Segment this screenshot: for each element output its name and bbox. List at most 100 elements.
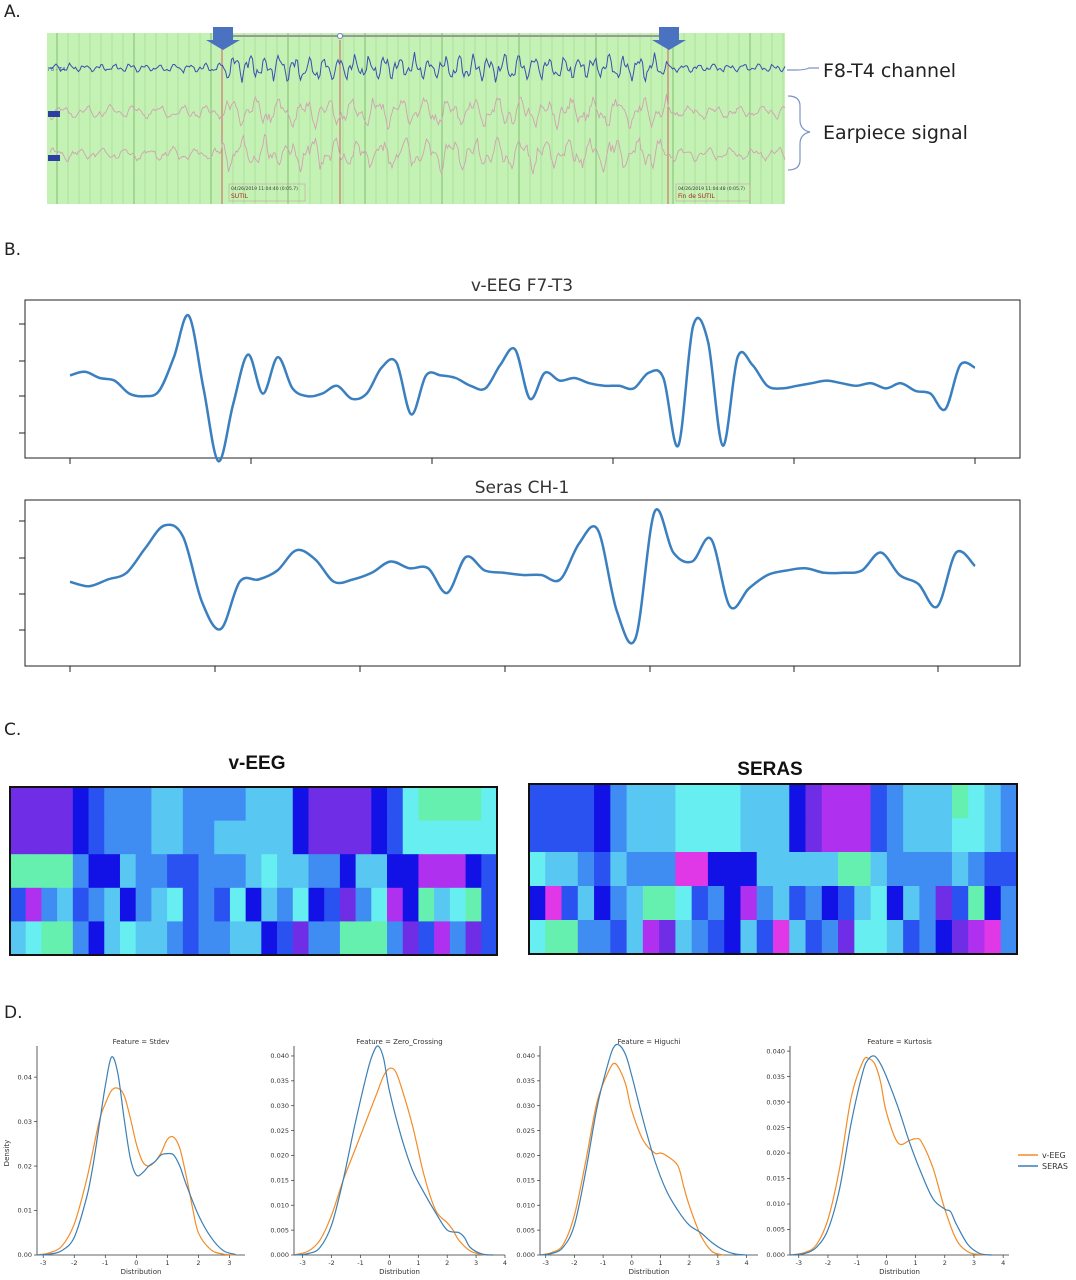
heatmap-cell xyxy=(642,818,660,853)
density-line-seras xyxy=(36,1056,236,1256)
heatmap-cell xyxy=(214,921,231,956)
heatmap-cell xyxy=(10,787,27,821)
heatmap-cell xyxy=(659,852,676,887)
y-tick-label: 0.025 xyxy=(766,1124,785,1132)
heatmap-cell xyxy=(789,920,806,955)
heatmap-cell xyxy=(968,818,985,853)
heatmap-cell xyxy=(805,852,823,887)
heatmap-cell xyxy=(119,820,137,855)
density-chart-zero-crossing: Feature = Zero_Crossing -3 -2 -1 0 1 2 3 4 0.000 0… xyxy=(270,1038,507,1276)
heatmap-cell xyxy=(594,920,611,955)
heatmap-cell xyxy=(261,820,278,855)
heatmap-cell xyxy=(261,887,278,922)
heatmap-cell xyxy=(886,818,904,853)
x-tick-label: 0 xyxy=(387,1259,391,1267)
heatmap-cell xyxy=(245,854,262,889)
heatmap-cell xyxy=(594,818,611,853)
heatmap-cell xyxy=(465,787,482,821)
y-tick-label: 0.005 xyxy=(766,1226,785,1234)
axis-ticks xyxy=(19,520,939,672)
heatmap-cell xyxy=(740,852,758,887)
y-tick-label: 0.02 xyxy=(18,1162,32,1170)
y-tick-label: 0.040 xyxy=(766,1047,785,1055)
heatmap-cell xyxy=(691,818,709,853)
marker-box-left xyxy=(228,183,306,202)
heatmap-cell xyxy=(951,852,969,887)
heatmap-cell xyxy=(402,820,419,855)
heatmap-cell xyxy=(870,784,888,819)
x-tick-label: 4 xyxy=(1001,1259,1005,1267)
heatmap-cell xyxy=(72,820,89,855)
heatmap-cell xyxy=(355,854,372,889)
y-tick-label: 0.015 xyxy=(516,1177,535,1185)
heatmap-cell xyxy=(561,784,579,819)
y-tick-label: 0.015 xyxy=(766,1175,785,1183)
heatmap-cell xyxy=(740,886,758,921)
heatmap-cell xyxy=(756,852,774,887)
heatmap-cell xyxy=(88,887,105,922)
y-tick-label: 0.03 xyxy=(18,1118,32,1126)
panel-label-b: B. xyxy=(4,240,22,260)
heatmap-cell xyxy=(691,920,709,955)
heatmap-cell xyxy=(903,818,920,853)
heatmap-cell xyxy=(968,852,985,887)
heatmap-cell xyxy=(57,854,74,889)
heatmap-cell xyxy=(151,820,168,855)
heatmap-cell xyxy=(903,920,920,955)
heatmap-cell xyxy=(434,921,451,956)
eeg-recording-panel: F8 - T4 04/26/2019 11:04:40 (0:05.7) SUT… xyxy=(47,27,968,204)
earpiece-brace xyxy=(787,95,811,171)
x-tick-label: 0 xyxy=(134,1259,138,1267)
heatmap-cell xyxy=(434,787,451,821)
heatmap-cell xyxy=(198,820,215,855)
density-line-seras xyxy=(293,1045,494,1256)
heatmap-cell xyxy=(339,820,357,855)
heatmap-cell xyxy=(261,787,278,821)
heatmap-cell xyxy=(387,854,404,889)
v-eeg-waveform-chart: v-EEG F7-T3 xyxy=(19,276,1021,464)
y-tick-label: 0.020 xyxy=(766,1149,785,1157)
x-tick-label: -2 xyxy=(328,1259,334,1267)
heatmap-cell xyxy=(805,886,823,921)
heatmap-cell xyxy=(135,820,152,855)
heatmap-cell xyxy=(675,886,693,921)
earpiece-trace-2 xyxy=(49,133,786,175)
heatmap-cell xyxy=(773,920,790,955)
x-tick-label: -3 xyxy=(796,1259,802,1267)
heatmap-cell xyxy=(151,921,168,956)
heatmap-cell xyxy=(72,787,89,821)
heatmap-cell xyxy=(214,887,231,922)
chart-title: Seras CH-1 xyxy=(475,478,570,498)
heatmap-cell xyxy=(854,886,871,921)
heatmap-cell xyxy=(229,921,247,956)
heatmap-cell xyxy=(10,921,27,956)
heatmap-cell xyxy=(561,852,579,887)
x-tick-label: 1 xyxy=(165,1259,169,1267)
heatmap-cell xyxy=(465,854,482,889)
heatmap-seras xyxy=(529,784,1018,955)
heatmap-cell xyxy=(951,818,969,853)
heatmap-cell xyxy=(984,818,1002,853)
x-tick-label: -1 xyxy=(600,1259,606,1267)
heatmap-cell xyxy=(57,887,74,922)
legend: v-EEG SERAS xyxy=(1018,1151,1068,1171)
x-tick-label: 1 xyxy=(913,1259,917,1267)
heatmap-cell xyxy=(561,818,579,853)
heatmap-cell xyxy=(935,852,953,887)
x-tick-label: 4 xyxy=(744,1259,748,1267)
heatmap-cell xyxy=(72,921,89,956)
heatmap-cell xyxy=(182,854,199,889)
heatmap-cell xyxy=(577,920,595,955)
heatmap-cell xyxy=(387,887,404,922)
heatmap-cell xyxy=(773,886,790,921)
heatmap-cell xyxy=(104,921,121,956)
heatmap-cell xyxy=(465,820,482,855)
x-tick-label: 0 xyxy=(884,1259,888,1267)
heatmap-cell xyxy=(355,921,372,956)
heatmap-cell xyxy=(756,886,774,921)
heatmap-cell xyxy=(886,920,904,955)
heatmap-cell xyxy=(88,921,105,956)
heatmap-cell xyxy=(675,818,693,853)
heatmap-cell xyxy=(167,787,184,821)
